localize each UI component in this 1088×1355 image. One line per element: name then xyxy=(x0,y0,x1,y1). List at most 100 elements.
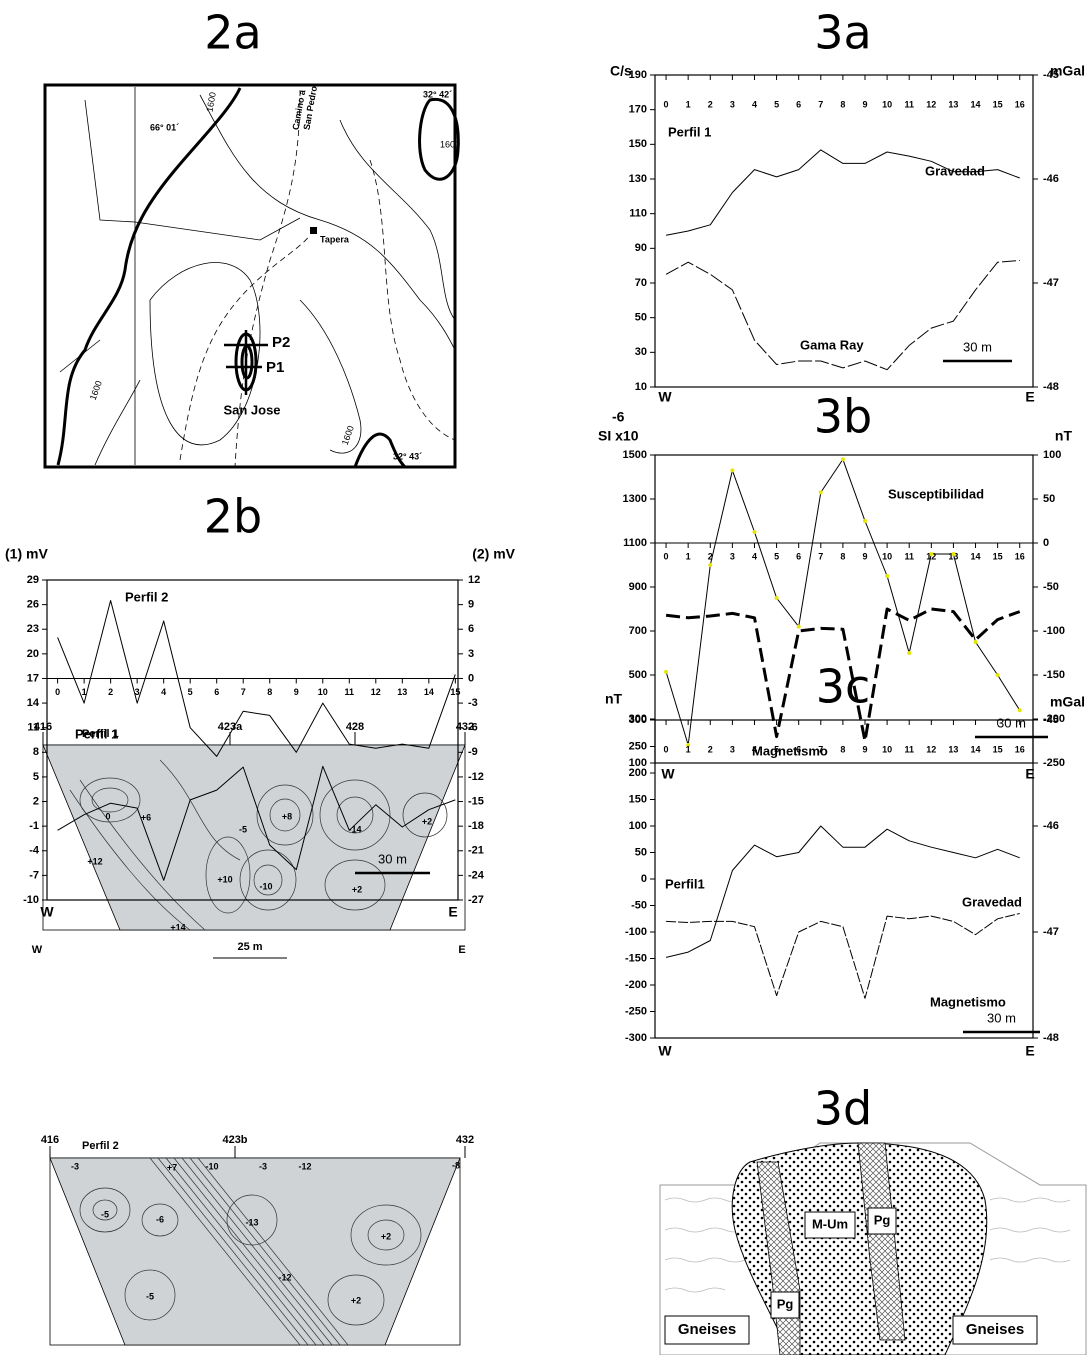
y2-tick-label: 0 xyxy=(468,672,474,684)
contour xyxy=(339,119,456,321)
series-line xyxy=(665,260,1020,371)
profile-line xyxy=(224,330,268,395)
series-line xyxy=(57,600,456,757)
point-marker xyxy=(907,651,912,655)
y-tick-label: -250 xyxy=(625,1005,647,1017)
scale-label: 30 m xyxy=(963,339,992,354)
x-tick-label: 1 xyxy=(82,687,87,697)
series-line xyxy=(665,607,1021,743)
scale-label: 25 m xyxy=(237,941,262,953)
y-axis-label: SI x10 xyxy=(598,428,639,444)
contour-label: 0 xyxy=(105,811,110,821)
y2-tick-label: -48 xyxy=(1043,381,1059,393)
contour xyxy=(367,1219,405,1251)
y-tick-label: 90 xyxy=(635,242,647,254)
contour xyxy=(324,859,386,911)
west-label: W xyxy=(658,1043,672,1059)
contour xyxy=(79,777,141,823)
y-tick-label: 14 xyxy=(27,697,40,709)
station-label: 423b xyxy=(222,1134,247,1146)
y2-axis-label: mGal xyxy=(1050,63,1085,79)
chart-title: 2b xyxy=(204,490,262,544)
scale-label: 30 m xyxy=(378,851,407,866)
y-tick-label: 1300 xyxy=(623,493,647,505)
unit-box xyxy=(804,1211,856,1239)
road xyxy=(179,234,311,461)
y-tick-label: 30 xyxy=(635,346,647,358)
contour-label: -5 xyxy=(239,824,247,834)
annotation: Perfil1 xyxy=(665,876,705,891)
point-marker xyxy=(664,669,669,674)
station-label: 432 xyxy=(456,721,474,733)
x-tick-label: 10 xyxy=(882,551,892,561)
unit-box xyxy=(770,1291,800,1319)
y-tick-label: -10 xyxy=(23,894,39,906)
y2-tick-label: -21 xyxy=(468,845,484,857)
unit-label: Gneises xyxy=(966,1321,1024,1338)
chart-title: 3b xyxy=(814,390,872,444)
west-label: W xyxy=(32,944,43,956)
dike xyxy=(857,1142,906,1341)
x-tick-label: 14 xyxy=(971,99,981,109)
y-tick-label: 700 xyxy=(629,625,647,637)
y-tick-label: 300 xyxy=(629,714,647,726)
west-label: W xyxy=(658,389,672,405)
east-label: E xyxy=(1025,766,1034,782)
y2-tick-label: -250 xyxy=(1043,757,1065,769)
contour xyxy=(149,1157,349,1346)
y2-tick-label: 9 xyxy=(468,599,474,611)
map-label: 66° 01´ xyxy=(150,122,179,132)
x-tick-label: 15 xyxy=(993,551,1003,561)
contour xyxy=(239,849,297,911)
contour-label: -10 xyxy=(205,1161,218,1171)
x-tick-label: 7 xyxy=(818,744,823,754)
y-axis-label: nT xyxy=(605,691,623,707)
x-tick-label: 10 xyxy=(882,99,892,109)
station-label: 432 xyxy=(456,1134,474,1146)
plot-frame xyxy=(654,74,1034,388)
y2-tick-label: -3 xyxy=(468,697,478,709)
y-tick-label: 900 xyxy=(629,581,647,593)
point-marker xyxy=(840,457,845,462)
x-tick-label: 5 xyxy=(774,551,779,561)
y2-tick-label: 12 xyxy=(468,574,480,586)
station-label: 423a xyxy=(218,721,243,733)
point-marker xyxy=(752,530,757,534)
east-label: E xyxy=(458,944,465,956)
plot-frame xyxy=(46,579,459,901)
x-tick-label: 13 xyxy=(948,99,958,109)
x-tick-label: 1 xyxy=(686,551,691,561)
series-label: Susceptibilidad xyxy=(888,486,984,501)
east-label: E xyxy=(1025,389,1034,405)
y-tick-label: 100 xyxy=(629,820,647,832)
x-tick-label: 2 xyxy=(708,551,713,561)
contour xyxy=(327,1274,385,1326)
point-marker xyxy=(686,742,691,747)
thick-contour xyxy=(353,432,407,469)
x-tick-label: 8 xyxy=(840,744,845,754)
contour-label: -13 xyxy=(245,1217,258,1227)
point-marker xyxy=(995,673,1000,677)
unit-label: Pg xyxy=(777,1296,794,1311)
x-tick-label: 6 xyxy=(796,551,801,561)
plot-frame xyxy=(654,719,1034,1039)
y-tick-label: 110 xyxy=(629,208,647,220)
x-tick-label: 6 xyxy=(796,99,801,109)
y-tick-label: 0 xyxy=(641,873,647,885)
contour-label: +12 xyxy=(87,856,102,866)
map-label: P2 xyxy=(272,334,290,351)
contour-label: -3 xyxy=(71,1161,79,1171)
y2-tick-label: -200 xyxy=(1043,713,1065,725)
y-tick-label: -50 xyxy=(631,899,647,911)
x-tick-label: 3 xyxy=(730,99,735,109)
y2-tick-label: -50 xyxy=(1043,581,1059,593)
y2-tick-label: -46 xyxy=(1043,820,1059,832)
series-line xyxy=(666,149,1020,236)
series-label: Perfil 2 xyxy=(125,589,168,604)
x-tick-label: 14 xyxy=(971,551,981,561)
y2-tick-label: -27 xyxy=(468,894,484,906)
contour-label: +2 xyxy=(351,1295,361,1305)
contour-label: -6 xyxy=(156,1214,164,1224)
y-tick-label: 29 xyxy=(27,574,39,586)
contour-label: -8 xyxy=(452,1160,460,1170)
